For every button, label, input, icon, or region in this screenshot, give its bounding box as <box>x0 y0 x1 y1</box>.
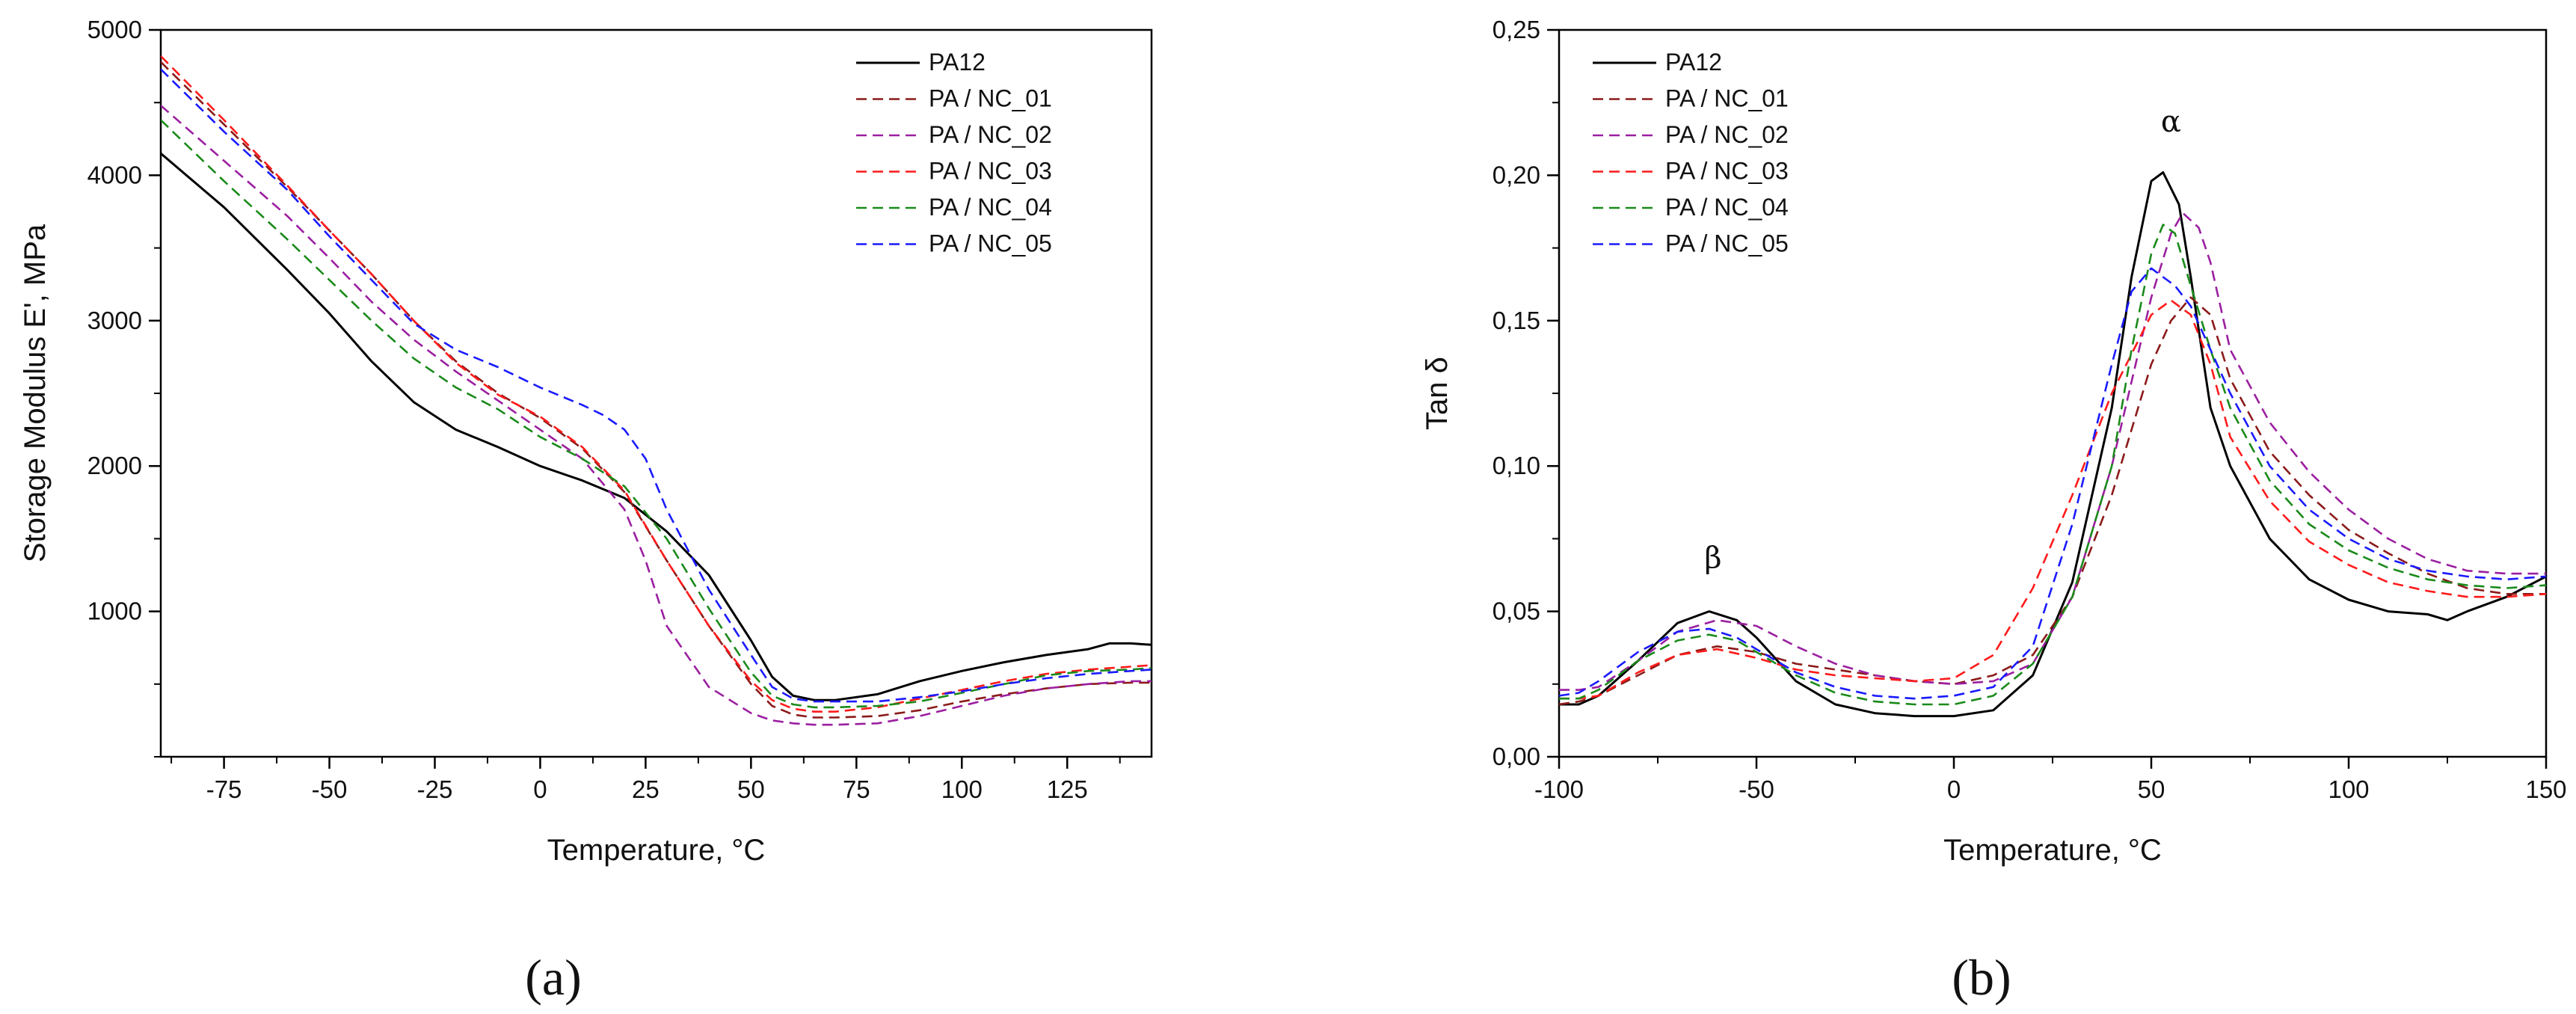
chart-b: -100 -50 0 50 100 150 0,00 0,05 0,10 0,15 0,20 0,25… <box>1421 16 2567 867</box>
y-tick-label: 0,10 <box>1493 452 1540 479</box>
y-tick-label: 2000 <box>87 452 142 479</box>
panel-a-label: (a) <box>525 949 581 1006</box>
x-tick-label: 25 <box>632 775 660 803</box>
x-tick-label: -50 <box>1739 775 1774 803</box>
y-tick-label: 4000 <box>87 161 142 188</box>
legend-label: PA / NC_01 <box>1665 85 1789 112</box>
series-line-pa-nc-01 <box>1559 296 2546 706</box>
x-tick-label: 50 <box>737 775 765 803</box>
x-axis-label: Temperature, °C <box>1943 834 2162 867</box>
panel-b-label: (b) <box>1952 949 2011 1006</box>
legend-label: PA / NC_03 <box>929 158 1052 185</box>
y-tick-label: 1000 <box>87 597 142 625</box>
chart-a: -75 -50 -25 0 25 50 75 100 125 1000 2000 3000 4000 50… <box>19 16 1153 867</box>
x-tick-label: 100 <box>941 775 983 803</box>
x-tick-label: 100 <box>2328 775 2369 803</box>
x-axis-label: Temperature, °C <box>547 834 766 867</box>
x-tick-label: 75 <box>843 775 870 803</box>
y-tick-label: 0,00 <box>1493 743 1540 770</box>
x-tick-label: -25 <box>417 775 453 803</box>
series-line-pa-nc-05 <box>161 68 1152 703</box>
series-line-pa-nc-03 <box>1559 299 2546 700</box>
y-axis-label: Storage Modulus E', MPa <box>19 224 52 562</box>
series-line-pa-nc-02 <box>1559 212 2546 691</box>
x-tick-label: 0 <box>1947 775 1961 803</box>
x-tick-label: 125 <box>1047 775 1088 803</box>
y-tick-label: 0,25 <box>1493 16 1540 43</box>
y-tick-label: 0,05 <box>1493 597 1540 625</box>
annotation-label: β <box>1704 541 1721 575</box>
legend-label: PA / NC_05 <box>929 230 1052 257</box>
x-tick-label: -100 <box>1534 775 1584 803</box>
legend-label: PA / NC_05 <box>1665 230 1789 257</box>
y-tick-label: 5000 <box>87 16 142 43</box>
series-line-pa-nc-02 <box>161 105 1152 726</box>
legend-label: PA / NC_02 <box>929 121 1052 148</box>
y-axis-label: Tan δ <box>1421 357 1454 430</box>
annotation-label: α <box>2161 105 2181 139</box>
legend-label: PA12 <box>929 49 986 76</box>
legend-label: PA / NC_04 <box>929 194 1052 221</box>
legend-label: PA / NC_01 <box>929 85 1052 112</box>
legend-label: PA / NC_02 <box>1665 121 1789 148</box>
legend-label: PA / NC_04 <box>1665 194 1789 221</box>
series-line-pa12 <box>1559 171 2546 718</box>
legend-label: PA12 <box>1665 49 1722 76</box>
series-line-pa-nc-04 <box>1559 224 2546 706</box>
y-tick-label: 0,20 <box>1493 161 1540 188</box>
x-tick-label: 50 <box>2138 775 2165 803</box>
series-line-pa12 <box>161 153 1152 701</box>
y-tick-label: 3000 <box>87 307 142 334</box>
y-tick-label: 0,15 <box>1493 307 1540 334</box>
series-line-pa-nc-04 <box>161 119 1152 709</box>
x-tick-label: -50 <box>312 775 348 803</box>
series-line-pa-nc-01 <box>161 61 1152 719</box>
series-line-pa-nc-05 <box>1559 267 2546 700</box>
series-line-pa-nc-03 <box>161 55 1152 713</box>
x-tick-label: 0 <box>533 775 547 803</box>
x-tick-label: -75 <box>206 775 242 803</box>
x-tick-label: 150 <box>2525 775 2566 803</box>
legend-label: PA / NC_03 <box>1665 158 1789 185</box>
